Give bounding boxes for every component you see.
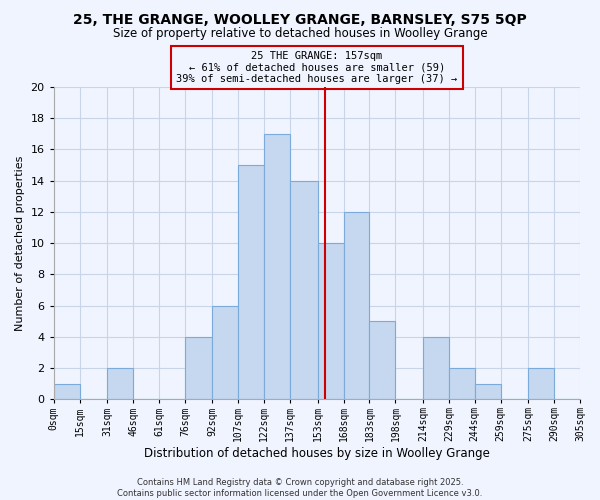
Y-axis label: Number of detached properties: Number of detached properties (15, 156, 25, 331)
Bar (318, 243, 344, 399)
Bar (475, 384, 500, 399)
Text: 25, THE GRANGE, WOOLLEY GRANGE, BARNSLEY, S75 5QP: 25, THE GRANGE, WOOLLEY GRANGE, BARNSLEY… (73, 12, 527, 26)
Text: Contains HM Land Registry data © Crown copyright and database right 2025.
Contai: Contains HM Land Registry data © Crown c… (118, 478, 482, 498)
Bar (264, 134, 290, 399)
Bar (370, 321, 395, 399)
Bar (449, 368, 475, 399)
Text: Size of property relative to detached houses in Woolley Grange: Size of property relative to detached ho… (113, 28, 487, 40)
X-axis label: Distribution of detached houses by size in Woolley Grange: Distribution of detached houses by size … (144, 447, 490, 460)
Bar (238, 165, 264, 399)
Bar (107, 368, 133, 399)
Bar (185, 337, 212, 399)
Bar (344, 212, 370, 399)
Bar (423, 337, 449, 399)
Bar (212, 306, 238, 399)
Text: 25 THE GRANGE: 157sqm
← 61% of detached houses are smaller (59)
39% of semi-deta: 25 THE GRANGE: 157sqm ← 61% of detached … (176, 50, 457, 84)
Bar (528, 368, 554, 399)
Bar (290, 180, 318, 399)
Bar (54, 384, 80, 399)
